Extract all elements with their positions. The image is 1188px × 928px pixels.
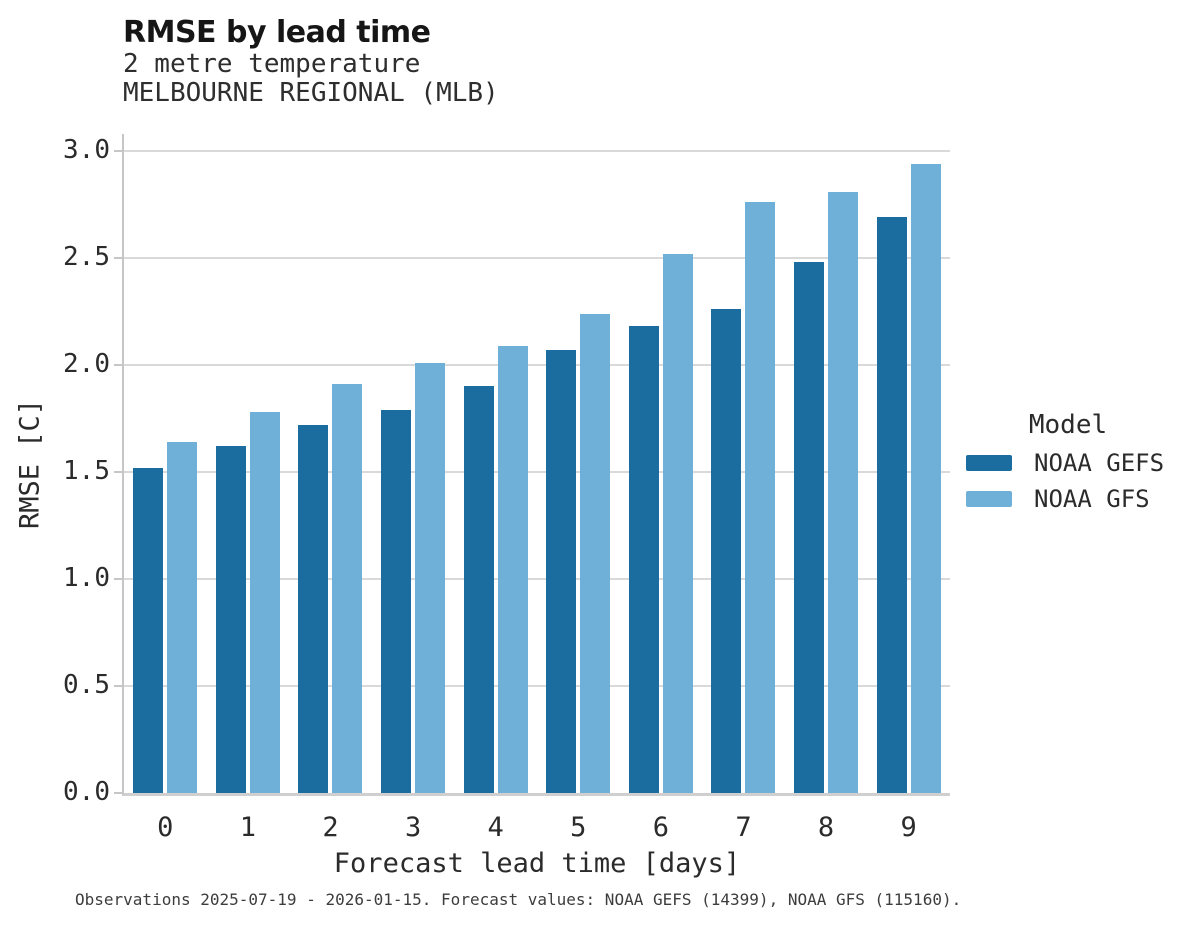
y-tick-mark bbox=[114, 471, 122, 473]
x-tick-label-4: 4 bbox=[487, 812, 504, 843]
bar-noaa-gefs-lead-3 bbox=[381, 409, 412, 793]
bar-noaa-gefs-lead-5 bbox=[546, 350, 577, 793]
caption-text: Observations 2025-07-19 - 2026-01-15. Fo… bbox=[75, 890, 962, 909]
bar-noaa-gefs-lead-0 bbox=[133, 467, 164, 793]
gridline-y-1.5 bbox=[124, 471, 950, 473]
y-tick-mark bbox=[114, 792, 122, 794]
y-tick-label: 1.0 bbox=[63, 563, 110, 593]
x-tick-label-5: 5 bbox=[570, 812, 587, 843]
y-tick-mark bbox=[114, 257, 122, 259]
bar-noaa-gefs-lead-8 bbox=[794, 262, 825, 793]
chart-header: RMSE by lead time 2 metre temperature ME… bbox=[123, 16, 499, 108]
bar-noaa-gfs-lead-6 bbox=[662, 253, 693, 793]
legend-title: Model bbox=[1028, 410, 1108, 440]
y-tick-mark bbox=[114, 150, 122, 152]
gridline-y-3.0 bbox=[124, 150, 950, 152]
bar-group-lead-1 bbox=[207, 134, 290, 793]
bar-noaa-gefs-lead-9 bbox=[876, 217, 907, 793]
bar-group-lead-7 bbox=[702, 134, 785, 793]
bar-noaa-gfs-lead-5 bbox=[580, 313, 611, 793]
y-tick-label: 1.5 bbox=[63, 456, 110, 486]
y-tick-mark bbox=[114, 364, 122, 366]
bar-noaa-gefs-lead-1 bbox=[215, 446, 246, 793]
x-tick-label-0: 0 bbox=[157, 812, 174, 843]
bar-noaa-gfs-lead-9 bbox=[910, 163, 941, 793]
gridline-y-2.5 bbox=[124, 257, 950, 259]
bar-noaa-gefs-lead-4 bbox=[463, 386, 494, 793]
legend: Model NOAA GEFS NOAA GFS bbox=[966, 410, 1170, 526]
bar-layer bbox=[124, 134, 950, 793]
bar-group-lead-5 bbox=[537, 134, 620, 793]
legend-item-noaa-gefs: NOAA GEFS bbox=[966, 449, 1170, 477]
legend-label: NOAA GFS bbox=[1034, 485, 1150, 513]
legend-swatch bbox=[966, 491, 1012, 507]
x-axis-tick-labels: 0 1 2 3 4 5 6 7 8 9 bbox=[124, 812, 950, 843]
bar-group-lead-9 bbox=[867, 134, 950, 793]
y-tick-label: 3.0 bbox=[63, 135, 110, 165]
legend-label: NOAA GEFS bbox=[1034, 449, 1165, 477]
plot-panel: 0.0 0.5 1.0 1.5 2.0 2.5 3.0 0 1 2 3 4 5 6 7 8 9 Forecas… bbox=[63, 134, 950, 879]
bar-noaa-gefs-lead-7 bbox=[711, 309, 742, 793]
y-tick-mark bbox=[114, 685, 122, 687]
x-tick-label-8: 8 bbox=[817, 812, 835, 843]
bar-noaa-gfs-lead-3 bbox=[415, 362, 446, 793]
legend-rows: NOAA GEFS NOAA GFS bbox=[966, 449, 1170, 513]
bar-group-lead-8 bbox=[785, 134, 868, 793]
y-tick-label: 2.0 bbox=[63, 349, 110, 379]
chart-title: RMSE by lead time bbox=[123, 15, 431, 50]
x-tick-label-6: 6 bbox=[652, 812, 669, 843]
bar-group-lead-4 bbox=[454, 134, 537, 793]
gridline-y-1.0 bbox=[124, 578, 950, 580]
x-tick-label-3: 3 bbox=[404, 812, 422, 843]
bar-group-lead-6 bbox=[620, 134, 703, 793]
chart-subtitle-variable: 2 metre temperature bbox=[123, 49, 421, 79]
y-tick-mark bbox=[114, 578, 122, 580]
gridline-y-0.5 bbox=[124, 685, 950, 687]
y-tick-label: 0.0 bbox=[63, 777, 110, 807]
legend-item-noaa-gfs: NOAA GFS bbox=[966, 485, 1170, 513]
legend-swatch bbox=[966, 455, 1012, 471]
y-tick-label: 0.5 bbox=[63, 670, 110, 700]
x-tick-label-9: 9 bbox=[900, 812, 917, 843]
x-tick-label-7: 7 bbox=[735, 812, 752, 843]
x-axis-title: Forecast lead time [days] bbox=[333, 848, 741, 879]
bar-noaa-gefs-lead-6 bbox=[628, 326, 659, 793]
bar-noaa-gfs-lead-0 bbox=[167, 442, 198, 793]
bar-group-lead-0 bbox=[124, 134, 207, 793]
bar-noaa-gfs-lead-4 bbox=[497, 345, 528, 793]
bar-noaa-gfs-lead-2 bbox=[332, 384, 363, 793]
x-tick-label-1: 1 bbox=[239, 812, 257, 843]
bar-group-lead-2 bbox=[289, 134, 372, 793]
gridline-y-2.0 bbox=[124, 364, 950, 366]
bar-noaa-gefs-lead-2 bbox=[298, 424, 329, 793]
bar-noaa-gfs-lead-7 bbox=[745, 202, 776, 793]
bar-group-lead-3 bbox=[372, 134, 455, 793]
bar-noaa-gfs-lead-1 bbox=[249, 412, 280, 793]
y-axis-title: RMSE [C] bbox=[14, 398, 46, 530]
chart-subtitle-station: MELBOURNE REGIONAL (MLB) bbox=[123, 78, 499, 108]
x-tick-label-2: 2 bbox=[322, 812, 339, 843]
y-tick-label: 2.5 bbox=[63, 242, 110, 272]
bar-noaa-gfs-lead-8 bbox=[828, 191, 859, 793]
